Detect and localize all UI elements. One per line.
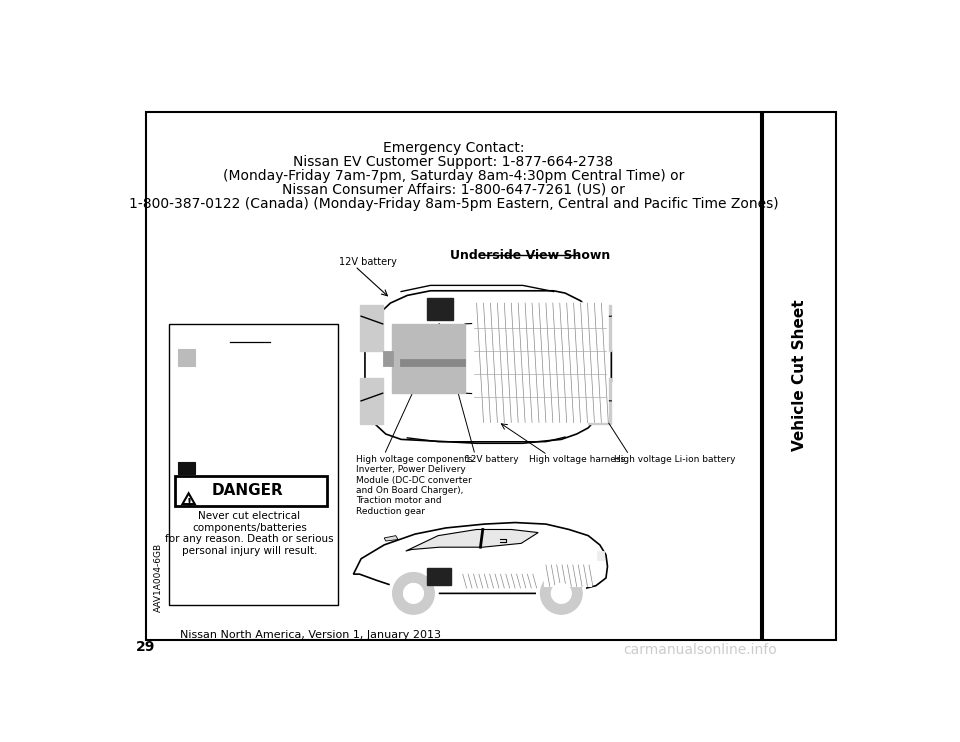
Bar [178, 349, 195, 367]
Polygon shape [365, 291, 612, 443]
Bar [399, 358, 465, 367]
Text: High voltage Li-ion battery: High voltage Li-ion battery [613, 455, 735, 464]
Bar [360, 305, 383, 351]
Polygon shape [384, 536, 398, 541]
Polygon shape [182, 493, 195, 504]
Text: High voltage components:
Inverter, Power Delivery
Module (DC-DC converter
and On: High voltage components: Inverter, Power… [356, 455, 475, 516]
Text: Nissan North America, Version 1, January 2013: Nissan North America, Version 1, January… [180, 631, 442, 640]
Text: 1-800-387-0122 (Canada) (Monday-Friday 8am-5pm Eastern, Central and Pacific Time: 1-800-387-0122 (Canada) (Monday-Friday 8… [129, 197, 779, 211]
Text: (Monday-Friday 7am-7pm, Saturday 8am-4:30pm Central Time) or: (Monday-Friday 7am-7pm, Saturday 8am-4:3… [223, 169, 684, 183]
Bar [588, 378, 612, 424]
Bar [383, 351, 394, 367]
Circle shape [537, 569, 586, 618]
Bar [175, 476, 327, 505]
Text: 12V battery: 12V battery [339, 257, 396, 267]
Bar [146, 112, 761, 640]
Text: Underside View Shown: Underside View Shown [450, 249, 611, 262]
Text: Emergency Contact:: Emergency Contact: [383, 142, 524, 155]
Text: High voltage harness: High voltage harness [529, 455, 625, 464]
Circle shape [540, 573, 582, 614]
Bar [461, 574, 535, 588]
Text: carmanualsonline.info: carmanualsonline.info [623, 643, 777, 657]
Bar [472, 303, 608, 422]
Text: 12V Battery: 12V Battery [200, 460, 262, 470]
Bar [426, 298, 453, 320]
Circle shape [551, 583, 571, 603]
Bar [178, 432, 195, 449]
Text: AAV1A004-6GB: AAV1A004-6GB [155, 543, 163, 612]
Text: 12V battery: 12V battery [465, 455, 518, 464]
Text: High voltage
component or
harness
(Harness can be cut
only after the high
voltag: High voltage component or harness (Harne… [200, 349, 313, 440]
Polygon shape [406, 530, 539, 551]
Bar [392, 324, 465, 393]
Bar [169, 324, 338, 605]
Bar [472, 303, 608, 422]
Circle shape [403, 583, 423, 603]
Text: Vehicle Cut Sheet: Vehicle Cut Sheet [792, 300, 806, 451]
Text: Never cut electrical
components/batteries
for any reason. Death or serious
perso: Never cut electrical components/batterie… [165, 511, 334, 556]
Circle shape [393, 573, 434, 614]
Bar [544, 565, 590, 586]
Bar [763, 112, 836, 640]
Text: Nissan EV Customer Support: 1-877-664-2738: Nissan EV Customer Support: 1-877-664-27… [294, 155, 613, 169]
Text: 29: 29 [136, 640, 156, 654]
Text: Nissan Consumer Affairs: 1-800-647-7261 (US) or: Nissan Consumer Affairs: 1-800-647-7261 … [282, 183, 625, 197]
Polygon shape [353, 522, 608, 594]
Bar [588, 305, 612, 351]
Bar [426, 568, 451, 585]
Bar [360, 378, 383, 424]
Text: NEVER CUT-  Li-ion
battery: NEVER CUT- Li-ion battery [200, 432, 297, 453]
Bar [597, 551, 605, 560]
Bar [178, 462, 195, 474]
Text: DANGER: DANGER [211, 483, 283, 499]
Circle shape [389, 569, 438, 618]
Text: !: ! [186, 498, 191, 508]
Text: Key: Key [237, 334, 262, 348]
